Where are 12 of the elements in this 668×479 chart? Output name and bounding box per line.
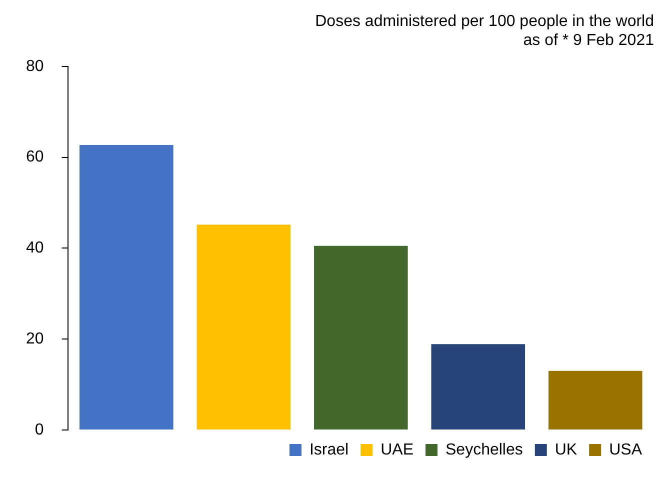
- chart-title: Doses administered per 100 people in the world: [315, 13, 654, 30]
- legend-label: Israel: [309, 441, 349, 458]
- legend-label: Seychelles: [446, 441, 523, 458]
- y-tick-label: 40: [26, 240, 44, 257]
- y-tick-label: 20: [26, 330, 44, 348]
- legend-label: UK: [554, 441, 578, 458]
- chart-subtitle: as of * 9 Feb 2021: [523, 32, 654, 50]
- y-tick-label: 60: [26, 148, 44, 166]
- legend-label: USA: [609, 441, 642, 458]
- legend-label: UAE: [380, 441, 414, 458]
- y-tick-label: 0: [34, 421, 44, 438]
- y-tick-label: 80: [26, 58, 44, 75]
